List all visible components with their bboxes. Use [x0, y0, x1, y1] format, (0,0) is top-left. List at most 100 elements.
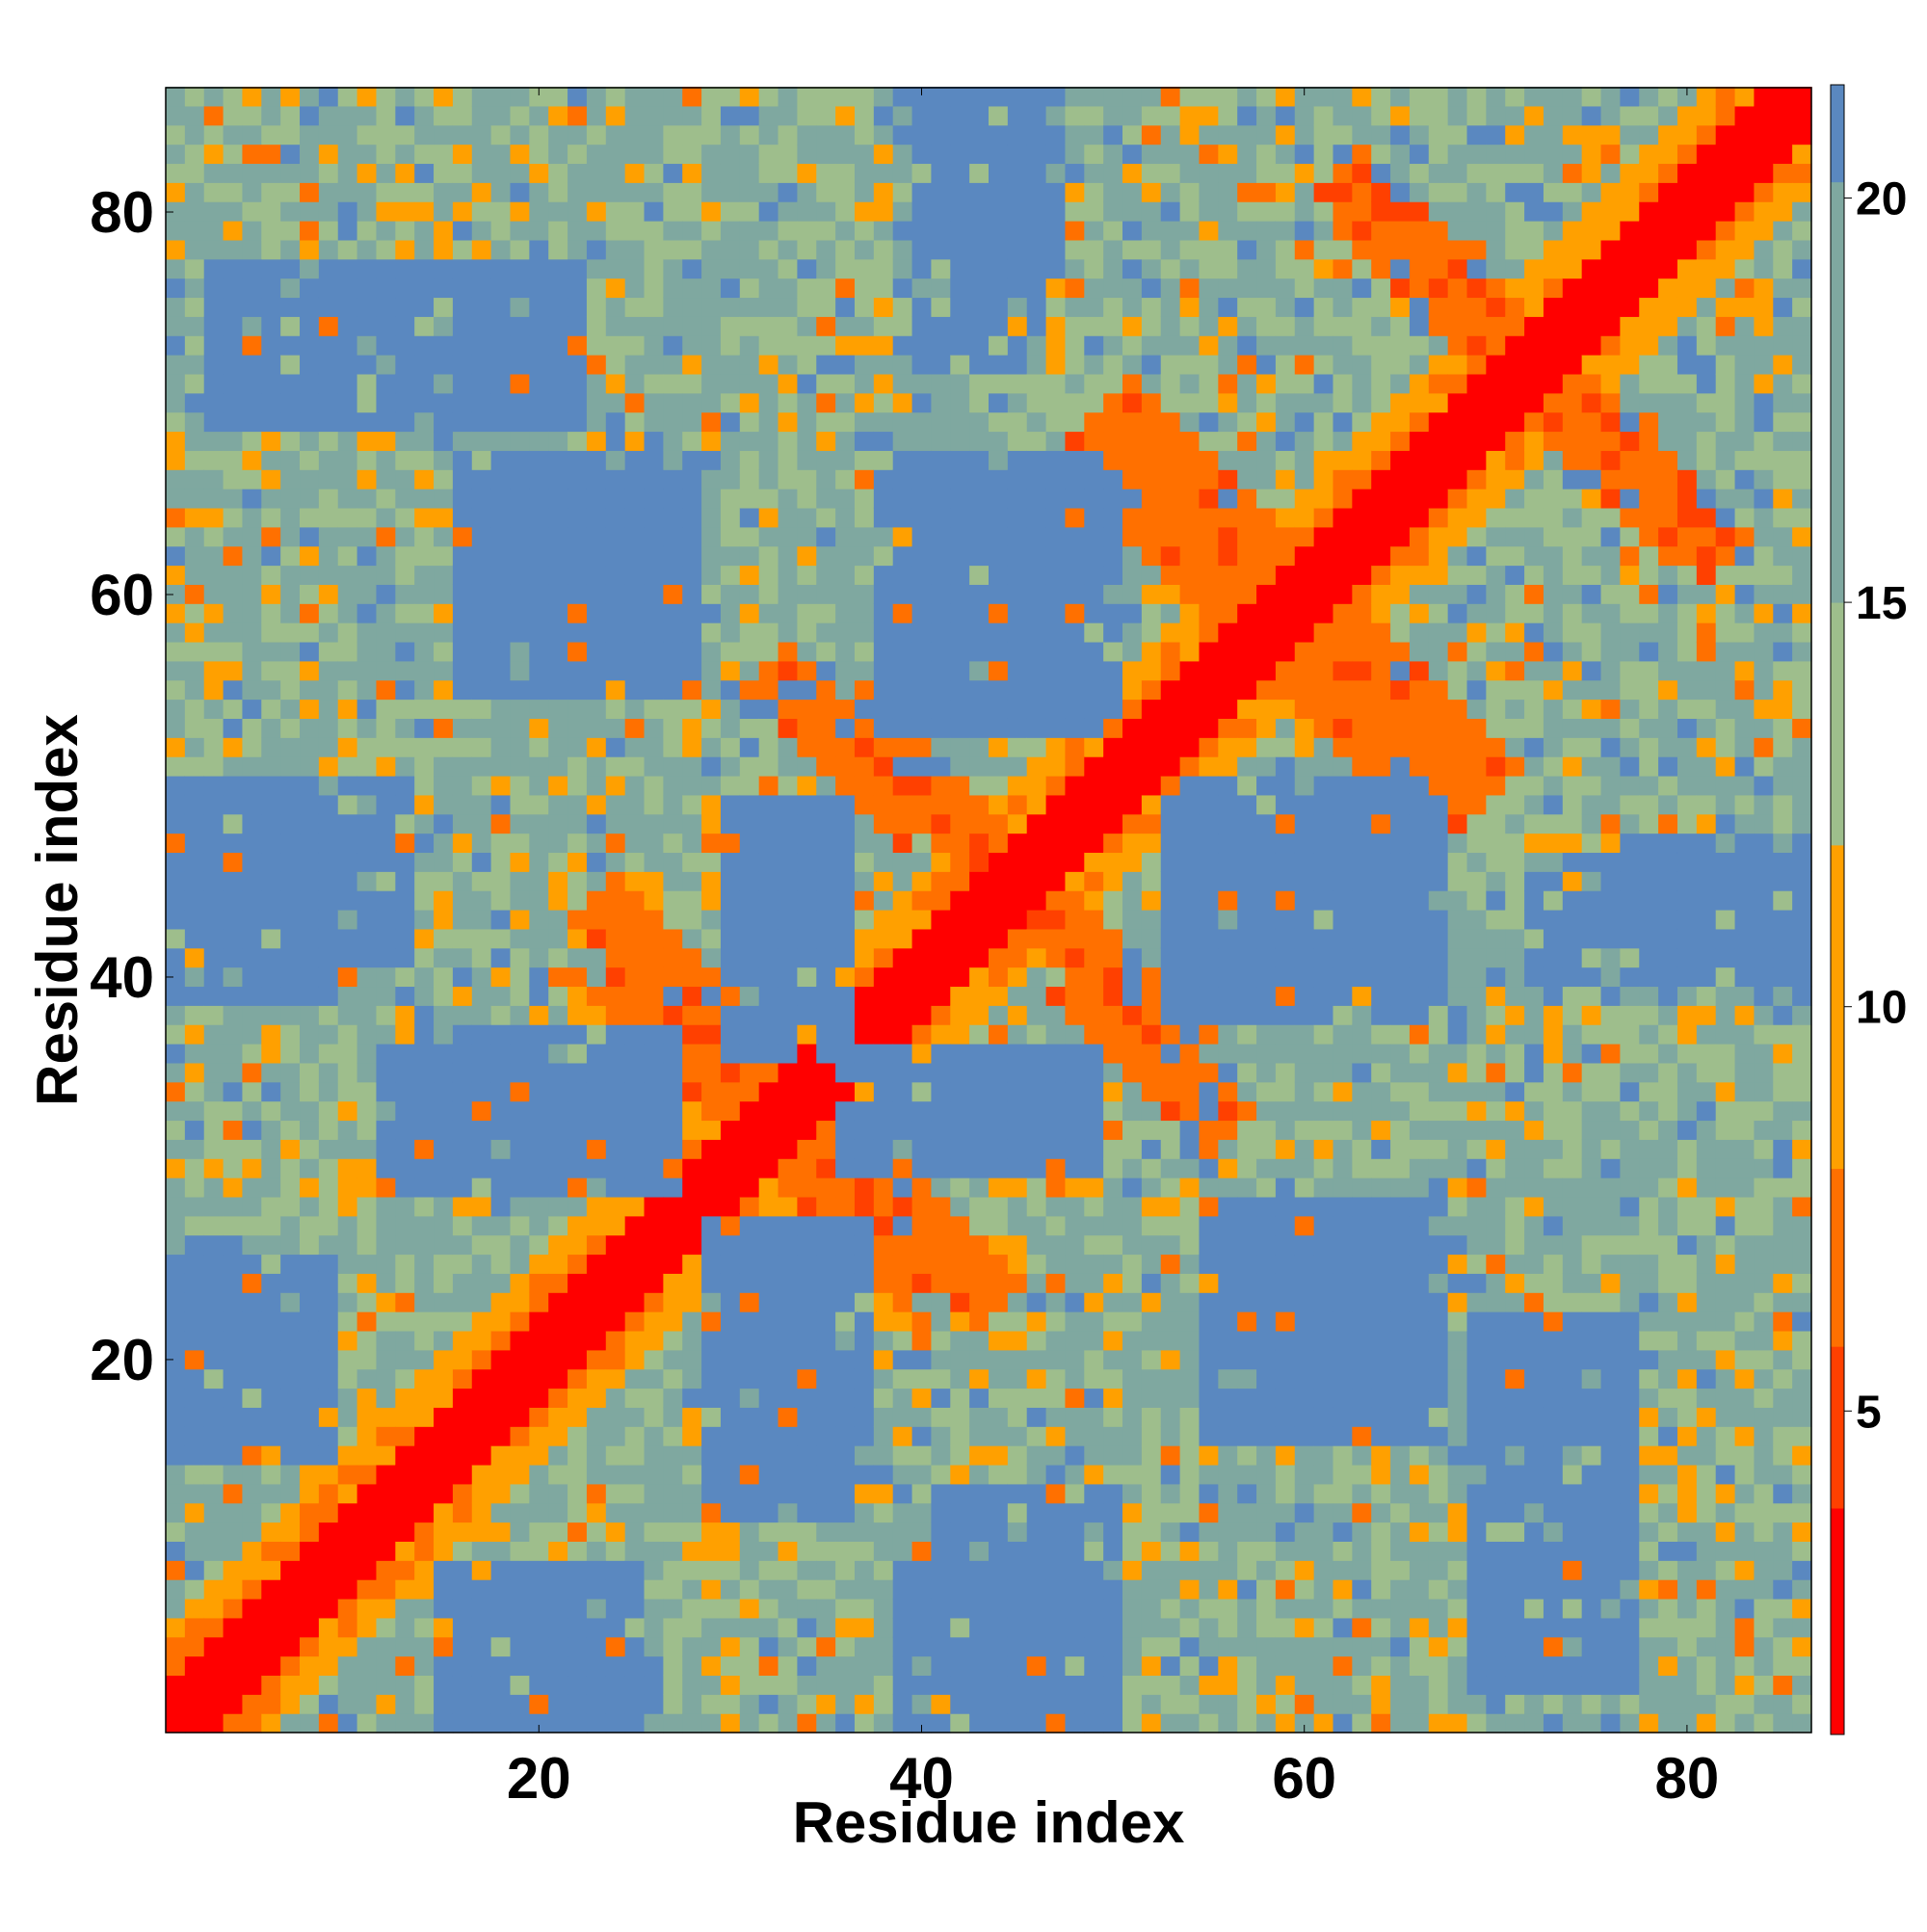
heatmap-cell: [376, 258, 396, 279]
heatmap-cell: [203, 163, 224, 183]
heatmap-cell: [1256, 1120, 1277, 1140]
heatmap-cell: [1179, 852, 1201, 872]
heatmap-cell: [1065, 297, 1085, 317]
heatmap-cell: [911, 775, 933, 796]
heatmap-cell: [1256, 928, 1277, 949]
heatmap-cell: [586, 1407, 607, 1427]
heatmap-cell: [624, 1636, 646, 1657]
heatmap-cell: [548, 1081, 568, 1102]
heatmap-cell: [644, 450, 664, 470]
heatmap-cell: [950, 966, 970, 988]
heatmap-cell: [682, 1694, 702, 1714]
heatmap-cell: [548, 1675, 568, 1695]
heatmap-cell: [1122, 584, 1143, 604]
heatmap-cell: [892, 641, 913, 662]
heatmap-cell: [1160, 1407, 1181, 1427]
heatmap-cell: [510, 910, 530, 930]
heatmap-cell: [624, 526, 646, 547]
heatmap-cell: [261, 718, 281, 738]
heatmap-cell: [490, 489, 512, 509]
heatmap-cell: [300, 852, 320, 872]
heatmap-cell: [203, 910, 224, 930]
heatmap-cell: [969, 1081, 990, 1102]
heatmap-cell: [892, 1388, 913, 1408]
heatmap-cell: [1199, 1254, 1219, 1274]
heatmap-cell: [1065, 928, 1085, 949]
heatmap-cell: [1256, 1215, 1277, 1236]
heatmap-cell: [568, 1178, 588, 1198]
heatmap-cell: [873, 852, 894, 872]
heatmap-cell: [701, 1713, 722, 1734]
heatmap-cell: [510, 1426, 530, 1446]
heatmap-cell: [529, 1445, 549, 1466]
heatmap-cell: [510, 1598, 530, 1619]
heatmap-cell: [1065, 756, 1085, 777]
heatmap-cell: [1256, 258, 1277, 279]
heatmap-cell: [376, 1522, 396, 1542]
heatmap-cell: [261, 813, 281, 834]
heatmap-cell: [1218, 1694, 1238, 1714]
heatmap-cell: [605, 852, 626, 872]
heatmap-cell: [490, 545, 512, 567]
heatmap-cell: [950, 1368, 970, 1389]
heatmap-cell: [529, 699, 549, 719]
heatmap-cell: [318, 1100, 339, 1122]
heatmap-cell: [452, 239, 473, 260]
heatmap-cell: [682, 124, 702, 146]
heatmap-cell: [797, 641, 817, 662]
heatmap-cell: [242, 335, 262, 356]
heatmap-cell: [854, 1694, 875, 1714]
heatmap-cell: [414, 163, 435, 183]
heatmap-cell: [854, 144, 875, 165]
heatmap-cell: [682, 1617, 702, 1638]
heatmap-cell: [605, 871, 626, 891]
heatmap-cell: [166, 756, 186, 777]
heatmap-cell: [1141, 1636, 1162, 1657]
heatmap-cell: [166, 450, 186, 470]
heatmap-cell: [758, 545, 779, 567]
heatmap-cell: [586, 201, 607, 222]
heatmap-cell: [663, 1617, 683, 1638]
heatmap-cell: [184, 1081, 205, 1102]
heatmap-cell: [682, 201, 702, 222]
heatmap-cell: [529, 852, 549, 872]
heatmap-cell: [490, 507, 512, 528]
heatmap-cell: [1122, 431, 1143, 451]
heatmap-cell: [242, 986, 262, 1006]
heatmap-cell: [816, 105, 836, 126]
heatmap-cell: [1218, 1713, 1238, 1734]
heatmap-cell: [605, 526, 626, 547]
heatmap-cell: [395, 1139, 415, 1159]
heatmap-cell: [471, 297, 492, 317]
heatmap-cell: [720, 584, 741, 604]
heatmap-cell: [203, 1196, 224, 1217]
heatmap-cell: [931, 1273, 951, 1293]
heatmap-cell: [778, 699, 798, 719]
heatmap-cell: [471, 355, 492, 375]
heatmap-cell: [1026, 794, 1047, 815]
heatmap-cell: [663, 258, 683, 279]
heatmap-cell: [356, 316, 378, 336]
heatmap-cell: [203, 507, 224, 528]
heatmap-cell: [1045, 1062, 1067, 1083]
heatmap-cell: [242, 1541, 262, 1561]
heatmap-cell: [452, 545, 473, 567]
heatmap-cell: [337, 986, 358, 1006]
heatmap-cell: [1141, 239, 1162, 260]
heatmap-cell: [969, 966, 990, 988]
heatmap-cell: [873, 1694, 894, 1714]
heatmap-cell: [184, 87, 205, 107]
heatmap-cell: [510, 1522, 530, 1542]
heatmap-cell: [1256, 1636, 1277, 1657]
heatmap-cell: [318, 316, 339, 336]
heatmap-cell: [548, 775, 568, 796]
heatmap-cell: [1103, 910, 1123, 930]
heatmap-cell: [854, 833, 875, 854]
heatmap-cell: [490, 1655, 512, 1677]
heatmap-cell: [184, 1426, 205, 1446]
heatmap-cell: [1065, 545, 1085, 567]
heatmap-cell: [854, 1311, 875, 1332]
heatmap-cell: [950, 679, 970, 701]
heatmap-cell: [395, 489, 415, 509]
heatmap-cell: [989, 1368, 1009, 1389]
